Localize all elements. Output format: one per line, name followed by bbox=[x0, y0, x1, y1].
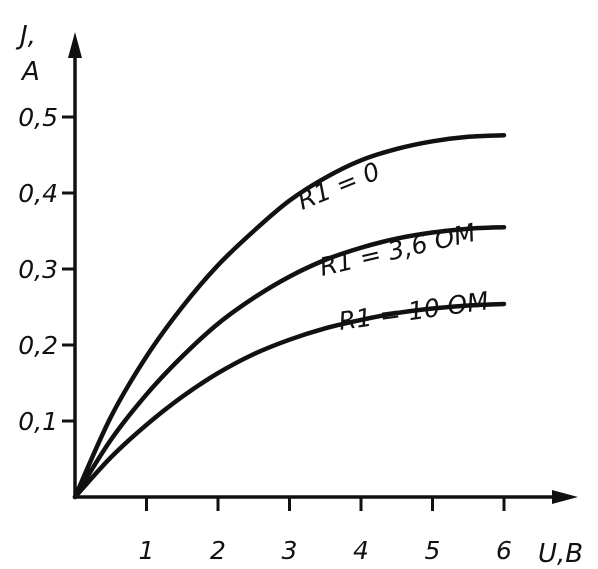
x-tick-label-2: 2 bbox=[210, 536, 226, 565]
series-label-r1-10: R1 = 10 OM bbox=[337, 286, 491, 336]
y-axis-label-line1: J, bbox=[15, 21, 36, 51]
curves bbox=[72, 132, 507, 500]
y-axis-label-line2: A bbox=[20, 57, 40, 87]
ticks: 1 2 3 4 5 6 0,1 0,2 0,3 0,4 0,5 bbox=[18, 103, 512, 565]
x-axis-arrow bbox=[552, 490, 578, 504]
y-tick-label-0,5: 0,5 bbox=[18, 103, 58, 132]
series-label-r1-3-6: R1 = 3,6 OM bbox=[317, 218, 479, 282]
series-label-r1-0: R1 = 0 bbox=[293, 156, 384, 215]
y-axis-arrow bbox=[68, 32, 82, 58]
x-tick-label-6: 6 bbox=[496, 536, 512, 565]
y-tick-label-0,2: 0,2 bbox=[18, 331, 58, 360]
x-tick-label-5: 5 bbox=[425, 536, 441, 565]
x-tick-label-4: 4 bbox=[353, 536, 369, 565]
curve-r1-0 bbox=[72, 132, 507, 500]
y-tick-label-0,4: 0,4 bbox=[18, 179, 58, 208]
x-tick-label-3: 3 bbox=[282, 536, 298, 565]
curve-r1-3-6 bbox=[72, 224, 507, 500]
y-tick-label-0,1: 0,1 bbox=[18, 407, 58, 436]
y-tick-label-0,3: 0,3 bbox=[18, 255, 58, 284]
curve-r1-10 bbox=[72, 301, 507, 500]
x-tick-label-1: 1 bbox=[139, 536, 155, 565]
x-axis-label: U,B bbox=[538, 539, 583, 569]
